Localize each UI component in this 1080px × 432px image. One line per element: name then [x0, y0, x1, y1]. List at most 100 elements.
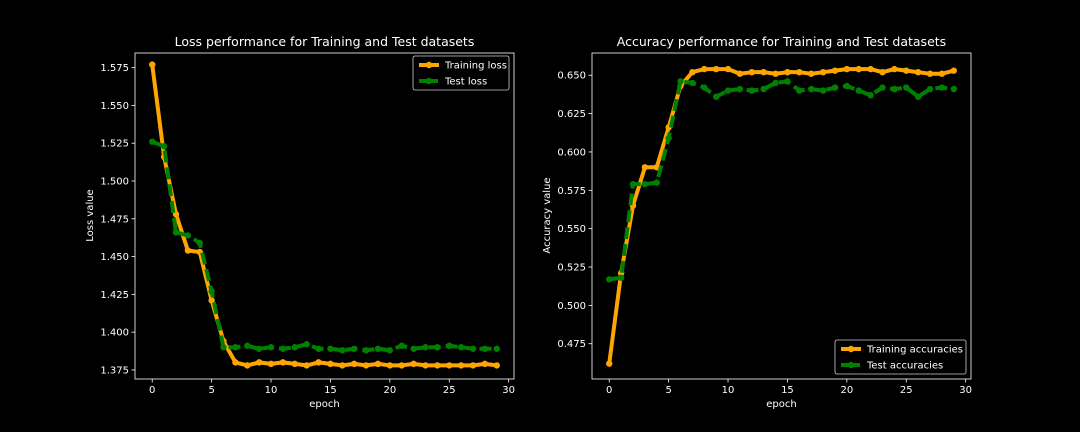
accuracy-legend-label-training: Training accuracies [866, 345, 963, 356]
accuracy-x-tick-label: 15 [781, 385, 794, 396]
accuracy-training-point [914, 68, 922, 76]
loss-test-point [362, 347, 370, 354]
loss-training-point [493, 362, 500, 369]
accuracy-test-point [819, 87, 827, 94]
accuracy-test-point [724, 87, 732, 94]
accuracy-test-point [641, 180, 649, 188]
accuracy-y-tick-label: 0.575 [557, 186, 586, 197]
accuracy-y-tick-label: 0.550 [557, 224, 586, 235]
loss-test-point [410, 345, 417, 352]
accuracy-x-tick-label: 20 [840, 385, 853, 396]
loss-test-point [267, 344, 275, 351]
loss-test-point [386, 347, 394, 354]
accuracy-training-point [926, 70, 934, 77]
accuracy-test-point [665, 134, 672, 142]
accuracy-test-point [736, 85, 744, 93]
loss-training-point [279, 359, 287, 366]
accuracy-test-point [891, 85, 898, 93]
accuracy-test-point [879, 84, 886, 91]
accuracy-training-point [867, 65, 874, 73]
accuracy-y-tick-label: 0.475 [557, 339, 586, 350]
accuracy-test-point [689, 79, 696, 87]
accuracy-training-point [796, 68, 803, 76]
loss-test-point [220, 344, 227, 351]
loss-training-point [434, 362, 441, 369]
accuracy-training-point [938, 70, 946, 77]
loss-test-point [446, 342, 453, 349]
loss-test-point [398, 342, 405, 349]
loss-x-tick-label: 25 [443, 385, 456, 396]
accuracy-legend-entry-training: Training accuracies [841, 345, 963, 356]
accuracy-training-point [724, 65, 732, 73]
loss-x-tick-label: 0 [149, 385, 155, 396]
accuracy-legend-label-test: Test accuracies [866, 361, 943, 372]
loss-x-axis-label: epoch [309, 399, 339, 410]
loss-legend-entry-training: Training loss [419, 61, 507, 72]
loss-test-point [291, 344, 298, 351]
accuracy-x-axis-label: epoch [766, 399, 796, 410]
accuracy-y-tick-label: 0.625 [557, 109, 586, 120]
loss-training-point [327, 360, 334, 368]
loss-training-point [481, 360, 489, 368]
loss-legend-label-test: Test loss [444, 77, 487, 88]
accuracy-training-point [950, 67, 957, 74]
loss-training-point [315, 359, 322, 366]
loss-y-tick-label: 1.550 [100, 101, 129, 112]
loss-test-point [493, 345, 500, 352]
accuracy-training-point [736, 70, 744, 77]
accuracy-y-tick-label: 0.600 [557, 147, 586, 158]
loss-test-point [255, 345, 263, 352]
accuracy-y-tick-label: 0.525 [557, 263, 586, 274]
loss-x-tick-label: 15 [324, 385, 337, 396]
loss-legend: Training loss Test loss [412, 55, 510, 91]
accuracy-test-point [903, 84, 910, 91]
accuracy-test-point [772, 79, 779, 87]
loss-y-tick-label: 1.425 [100, 290, 129, 301]
accuracy-legend-entry-test: Test accuracies [841, 361, 943, 372]
loss-training-point [398, 362, 405, 369]
loss-training-point [469, 362, 477, 369]
loss-test-point [315, 345, 322, 352]
loss-training-point [149, 61, 156, 68]
accuracy-training-point [819, 68, 827, 76]
loss-test-point [244, 342, 251, 349]
loss-y-tick-label: 1.475 [100, 214, 129, 225]
accuracy-legend-marker-test [847, 361, 855, 369]
accuracy-test-point [796, 87, 803, 94]
accuracy-training-point [606, 360, 613, 367]
loss-training-point [255, 359, 263, 366]
accuracy-test-point [760, 85, 767, 93]
accuracy-legend-marker-training [847, 345, 855, 353]
loss-test-point [196, 239, 203, 247]
loss-test-point [374, 345, 382, 352]
loss-test-point [149, 138, 156, 145]
loss-training-point [208, 297, 215, 304]
loss-training-point [232, 359, 239, 366]
loss-x-tick-label: 30 [502, 385, 515, 396]
accuracy-y-tick-label: 0.650 [557, 71, 586, 82]
loss-training-point [244, 362, 251, 369]
accuracy-test-point [855, 87, 862, 94]
accuracy-training-point [891, 65, 898, 73]
loss-chart: Loss performance for Training and Test d… [85, 34, 515, 410]
loss-x-tick-label: 5 [208, 385, 214, 396]
accuracy-training-point [772, 70, 779, 77]
loss-test-point [232, 344, 239, 351]
accuracy-training-point [831, 67, 839, 74]
loss-y-tick-label: 1.400 [100, 328, 129, 339]
loss-legend-marker-training [425, 61, 433, 69]
accuracy-training-point [855, 65, 862, 73]
loss-plot-area: 0 5 10 15 20 25 30 1.375 1.400 1.425 1.450 1.475 1.5… [100, 52, 515, 396]
loss-x-tick-label: 20 [383, 385, 396, 396]
loss-test-point [457, 344, 465, 351]
loss-legend-marker-test [425, 77, 433, 85]
loss-test-point [469, 345, 477, 352]
accuracy-training-point [641, 164, 649, 171]
loss-y-tick-label: 1.375 [100, 365, 129, 376]
loss-test-point [434, 344, 441, 351]
loss-training-point [374, 360, 382, 368]
loss-training-point [184, 247, 192, 254]
accuracy-test-point [867, 91, 874, 99]
loss-training-point [446, 362, 453, 369]
loss-training-point [410, 360, 417, 368]
